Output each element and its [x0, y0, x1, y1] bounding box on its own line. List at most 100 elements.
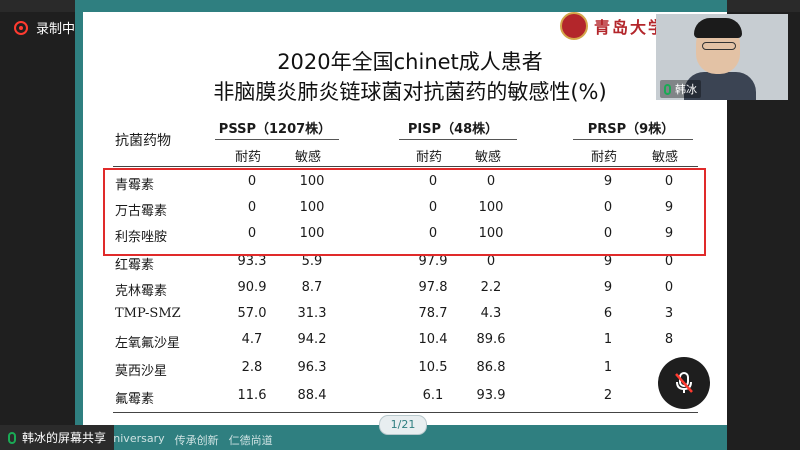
value-cell: 0	[247, 226, 257, 241]
subheader-resistant: 耐药	[591, 150, 618, 165]
table-row: TMP-SMZ 57.0 31.3 78.7 4.3 6 3	[103, 302, 703, 328]
drug-column-header: 抗菌药物	[115, 133, 171, 149]
drug-name: 红霉素	[115, 258, 155, 273]
subheader-resistant: 耐药	[416, 150, 443, 165]
value-cell: 6	[603, 306, 613, 321]
group-header-pisp: PISP（48株）	[407, 122, 499, 137]
value-cell: 8	[664, 332, 674, 347]
value-cell: 4.3	[480, 306, 502, 321]
value-cell: 0	[603, 226, 613, 241]
table-row: 红霉素 93.3 5.9 97.9 0 9 0	[103, 250, 703, 276]
value-cell: 78.7	[418, 306, 448, 321]
table-row: 克林霉素 90.9 8.7 97.8 2.2 9 0	[103, 276, 703, 302]
value-cell: 9	[664, 226, 674, 241]
value-cell: 88.4	[297, 388, 327, 403]
value-cell: 0	[664, 254, 674, 269]
participant-body	[684, 72, 756, 100]
participant-video[interactable]: 韩冰	[656, 14, 788, 100]
drug-name: 青霉素	[115, 178, 155, 193]
mute-button[interactable]	[658, 357, 710, 409]
table-row: 万古霉素 0 100 0 100 0 9	[103, 196, 703, 222]
value-cell: 93.3	[237, 254, 267, 269]
value-cell: 100	[478, 226, 504, 241]
subheader-sensitive: 敏感	[475, 150, 502, 165]
drug-name: TMP-SMZ	[115, 306, 181, 321]
participant-hair	[694, 18, 742, 38]
value-cell: 9	[603, 280, 613, 295]
value-cell: 0	[247, 200, 257, 215]
group-rule	[215, 139, 339, 140]
value-cell: 89.6	[476, 332, 506, 347]
value-cell: 100	[299, 200, 325, 215]
value-cell: 10.4	[418, 332, 448, 347]
hospital-seal-icon	[560, 12, 588, 40]
value-cell: 100	[478, 200, 504, 215]
value-cell: 0	[486, 174, 496, 189]
value-cell: 90.9	[237, 280, 267, 295]
mic-muted-icon	[675, 372, 693, 393]
value-cell: 0	[428, 174, 438, 189]
record-icon	[14, 20, 28, 35]
slide-canvas	[75, 12, 727, 445]
value-cell: 93.9	[476, 388, 506, 403]
value-cell: 10.5	[418, 360, 448, 375]
value-cell: 0	[247, 174, 257, 189]
value-cell: 0	[428, 226, 438, 241]
value-cell: 1	[603, 332, 613, 347]
table-header-rule	[113, 166, 698, 167]
drug-name: 莫西沙星	[115, 364, 168, 379]
value-cell: 5.9	[301, 254, 323, 269]
value-cell: 97.8	[418, 280, 448, 295]
slide-title-line1: 2020年全国chinet成人患者	[277, 50, 543, 74]
value-cell: 2	[603, 388, 613, 403]
group-rule	[399, 139, 517, 140]
value-cell: 9	[603, 174, 613, 189]
value-cell: 9	[603, 254, 613, 269]
drug-name: 氟霉素	[115, 392, 155, 407]
value-cell: 8.7	[301, 280, 323, 295]
footer-text: 仁德尚道	[228, 434, 273, 447]
value-cell: 86.8	[476, 360, 506, 375]
value-cell: 97.9	[418, 254, 448, 269]
table-row: 莫西沙星 2.8 96.3 10.5 86.8 1	[103, 356, 703, 382]
table-row: 左氧氟沙星 4.7 94.2 10.4 89.6 1 8	[103, 328, 703, 354]
value-cell: 11.6	[237, 388, 267, 403]
drug-name: 克林霉素	[115, 284, 168, 299]
value-cell: 1	[603, 360, 613, 375]
value-cell: 0	[664, 174, 674, 189]
mic-icon	[664, 83, 671, 95]
slide-title-line2: 非脑膜炎肺炎链球菌对抗菌药的敏感性(%)	[213, 80, 607, 104]
participant-name-tag: 韩冰	[660, 80, 701, 98]
value-cell: 31.3	[297, 306, 327, 321]
value-cell: 6.1	[422, 388, 444, 403]
value-cell: 100	[299, 226, 325, 241]
value-cell: 57.0	[237, 306, 267, 321]
participant-glasses	[702, 42, 736, 50]
value-cell: 2.2	[480, 280, 502, 295]
recording-indicator[interactable]: 录制中	[14, 18, 75, 37]
participant-name: 韩冰	[675, 83, 697, 96]
value-cell: 0	[428, 200, 438, 215]
subheader-sensitive: 敏感	[295, 150, 322, 165]
drug-name: 利奈唑胺	[115, 230, 168, 245]
table-row: 利奈唑胺 0 100 0 100 0 9	[103, 222, 703, 248]
value-cell: 0	[486, 254, 496, 269]
slide-top-band	[75, 0, 727, 12]
value-cell: 100	[299, 174, 325, 189]
highlight-box	[103, 168, 706, 256]
slide-left-band	[75, 0, 83, 450]
value-cell: 94.2	[297, 332, 327, 347]
screen-share-label: 韩冰的屏幕共享	[0, 425, 115, 450]
recording-label: 录制中	[36, 22, 76, 37]
drug-name: 左氧氟沙星	[115, 336, 181, 351]
table-bottom-rule	[113, 412, 698, 413]
value-cell: 0	[664, 280, 674, 295]
subheader-resistant: 耐药	[235, 150, 262, 165]
group-header-prsp: PRSP（9株）	[587, 122, 675, 137]
value-cell: 2.8	[241, 360, 263, 375]
value-cell: 96.3	[297, 360, 327, 375]
page-indicator[interactable]: 1/21	[379, 415, 427, 435]
value-cell: 4.7	[241, 332, 263, 347]
drug-name: 万古霉素	[115, 204, 168, 219]
table-row: 氟霉素 11.6 88.4 6.1 93.9 2	[103, 384, 703, 410]
